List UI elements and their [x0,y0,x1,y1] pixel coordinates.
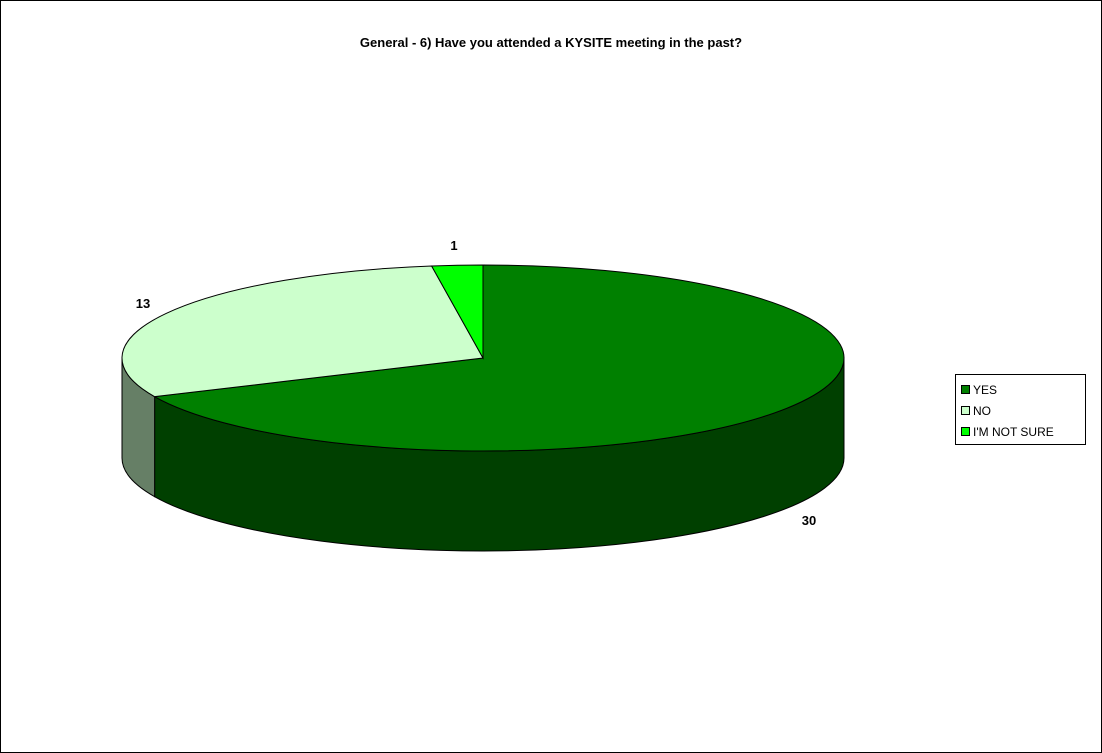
pie-slice-yes [153,264,845,452]
pie-slice-not-sure [430,264,484,360]
data-label-yes: 30 [802,513,816,528]
pie-slice-no [121,265,484,398]
chart-title: General - 6) Have you attended a KYSITE … [359,35,743,50]
data-label-no: 13 [136,296,150,311]
legend-item-no: NO [961,400,1085,421]
legend-swatch-yes [961,385,970,394]
legend: YES NO I'M NOT SURE [955,374,1086,445]
legend-swatch-no [961,406,970,415]
data-label-not-sure: 1 [450,238,457,253]
legend-label-not-sure: I'M NOT SURE [973,424,1054,439]
legend-label-no: NO [973,403,991,418]
legend-item-not-sure: I'M NOT SURE [961,421,1085,442]
legend-label-yes: YES [973,382,998,397]
legend-item-yes: YES [961,379,1085,400]
legend-swatch-not-sure [961,427,970,436]
